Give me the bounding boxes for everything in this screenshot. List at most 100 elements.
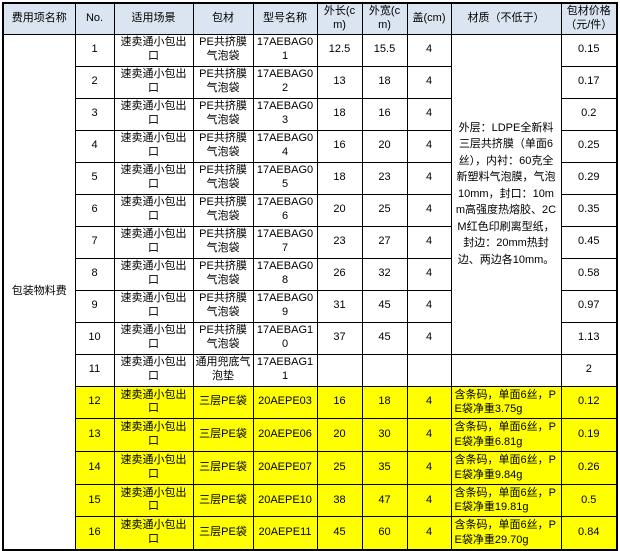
cell-packaging[interactable]: 三层PE袋 xyxy=(192,418,254,452)
material-spec-merged-cell[interactable]: 外层：LDPE全新料三层共挤膜（单面6丝），内衬：60克全新塑料气泡膜，气泡10… xyxy=(450,33,562,355)
cell-scene[interactable]: 速卖通小包出口 xyxy=(113,65,194,99)
cell-width[interactable]: 15.5 xyxy=(361,33,408,67)
cell-width[interactable]: 18 xyxy=(361,65,408,99)
cell-model[interactable]: 17AEBAG01 xyxy=(252,33,318,67)
header-model[interactable]: 型号名称 xyxy=(252,2,318,35)
cell-cover[interactable]: 4 xyxy=(406,418,452,452)
cell-cover[interactable]: 4 xyxy=(406,483,452,518)
cell-model[interactable]: 20AEPE11 xyxy=(252,516,318,551)
cell-price[interactable]: 0.25 xyxy=(560,129,618,163)
cell-model[interactable]: 17AEBAG02 xyxy=(252,65,318,99)
header-scene[interactable]: 适用场景 xyxy=(113,2,194,35)
cell-no[interactable]: 3 xyxy=(74,97,115,131)
cell-cover[interactable]: 4 xyxy=(406,97,452,131)
cell-scene[interactable]: 速卖通小包出口 xyxy=(113,257,194,291)
cell-length[interactable]: 16 xyxy=(316,129,363,163)
cell-no[interactable]: 16 xyxy=(74,516,115,551)
cell-model[interactable]: 20AEPE07 xyxy=(252,450,318,485)
header-price[interactable]: 包材价格（元/件） xyxy=(560,2,618,35)
cell-packaging[interactable]: PE共挤膜气泡袋 xyxy=(192,33,254,67)
cell-material-spec[interactable]: 含条码，单面6丝，PE袋净重6.81g xyxy=(450,418,562,452)
cell-length[interactable]: 23 xyxy=(316,225,363,259)
cell-model[interactable]: 17AEBAG03 xyxy=(252,97,318,131)
cell-material-spec[interactable]: 含条码，单面6丝，PE袋净重19.81g xyxy=(450,483,562,518)
cell-cover[interactable]: 4 xyxy=(406,257,452,291)
cell-scene[interactable]: 速卖通小包出口 xyxy=(113,450,194,485)
cell-model[interactable]: 17AEBAG07 xyxy=(252,225,318,259)
cell-model[interactable]: 17AEBAG04 xyxy=(252,129,318,163)
cell-price[interactable]: 0.29 xyxy=(560,161,618,195)
cell-length[interactable]: 45 xyxy=(316,516,363,551)
cell-cover[interactable]: 4 xyxy=(406,129,452,163)
cell-scene[interactable]: 速卖通小包出口 xyxy=(113,129,194,163)
cell-scene[interactable]: 速卖通小包出口 xyxy=(113,321,194,355)
cell-length[interactable]: 20 xyxy=(316,418,363,452)
cell-width[interactable]: 60 xyxy=(361,516,408,551)
cell-cover[interactable]: 4 xyxy=(406,385,452,420)
header-outer-width[interactable]: 外宽(cm) xyxy=(361,2,408,35)
cell-length[interactable]: 31 xyxy=(316,289,363,323)
cell-length[interactable]: 37 xyxy=(316,321,363,355)
cell-price[interactable]: 0.58 xyxy=(560,257,618,291)
cell-model[interactable]: 20AEPE10 xyxy=(252,483,318,518)
cell-price[interactable]: 0.19 xyxy=(560,418,618,452)
cell-cover[interactable]: 4 xyxy=(406,450,452,485)
cell-cover[interactable] xyxy=(406,353,452,387)
cell-length[interactable]: 38 xyxy=(316,483,363,518)
cell-material-spec[interactable] xyxy=(450,353,562,387)
cell-packaging[interactable]: PE共挤膜气泡袋 xyxy=(192,289,254,323)
cell-length[interactable]: 13 xyxy=(316,65,363,99)
cell-width[interactable]: 16 xyxy=(361,97,408,131)
cell-model[interactable]: 17AEBAG08 xyxy=(252,257,318,291)
cell-price[interactable]: 0.97 xyxy=(560,289,618,323)
cell-scene[interactable]: 速卖通小包出口 xyxy=(113,289,194,323)
cell-no[interactable]: 10 xyxy=(74,321,115,355)
cell-no[interactable]: 1 xyxy=(74,33,115,67)
cell-price[interactable]: 1.13 xyxy=(560,321,618,355)
cell-no[interactable]: 14 xyxy=(74,450,115,485)
cell-width[interactable]: 45 xyxy=(361,289,408,323)
cell-cover[interactable]: 4 xyxy=(406,225,452,259)
cell-length[interactable]: 20 xyxy=(316,193,363,227)
cell-packaging[interactable]: PE共挤膜气泡袋 xyxy=(192,161,254,195)
cell-model[interactable]: 17AEBAG06 xyxy=(252,193,318,227)
cell-material-spec[interactable]: 含条码，单面6丝，PE袋净重29.70g xyxy=(450,516,562,551)
cell-length[interactable]: 25 xyxy=(316,450,363,485)
cell-price[interactable]: 2 xyxy=(560,353,618,387)
header-no[interactable]: No. xyxy=(74,2,115,35)
cell-price[interactable]: 0.12 xyxy=(560,385,618,420)
cell-length[interactable]: 16 xyxy=(316,385,363,420)
cell-scene[interactable]: 速卖通小包出口 xyxy=(113,418,194,452)
cell-scene[interactable]: 速卖通小包出口 xyxy=(113,33,194,67)
cell-width[interactable]: 20 xyxy=(361,129,408,163)
cell-width[interactable]: 27 xyxy=(361,225,408,259)
cell-material-spec[interactable]: 含条码，单面6丝，PE袋净重3.75g xyxy=(450,385,562,420)
cell-width[interactable]: 45 xyxy=(361,321,408,355)
cell-length[interactable]: 26 xyxy=(316,257,363,291)
cell-no[interactable]: 7 xyxy=(74,225,115,259)
cell-packaging[interactable]: PE共挤膜气泡袋 xyxy=(192,225,254,259)
cell-width[interactable]: 32 xyxy=(361,257,408,291)
cell-price[interactable]: 0.45 xyxy=(560,225,618,259)
cell-scene[interactable]: 速卖通小包出口 xyxy=(113,97,194,131)
cell-scene[interactable]: 速卖通小包出口 xyxy=(113,353,194,387)
cell-packaging[interactable]: PE共挤膜气泡袋 xyxy=(192,97,254,131)
fee-category-cell[interactable]: 包装物料费 xyxy=(2,33,76,551)
cell-packaging[interactable]: PE共挤膜气泡袋 xyxy=(192,65,254,99)
cell-no[interactable]: 5 xyxy=(74,161,115,195)
cell-no[interactable]: 2 xyxy=(74,65,115,99)
cell-scene[interactable]: 速卖通小包出口 xyxy=(113,161,194,195)
cell-model[interactable]: 20AEPE03 xyxy=(252,385,318,420)
cell-packaging[interactable]: 三层PE袋 xyxy=(192,516,254,551)
cell-price[interactable]: 0.2 xyxy=(560,97,618,131)
cell-length[interactable] xyxy=(316,353,363,387)
cell-scene[interactable]: 速卖通小包出口 xyxy=(113,483,194,518)
header-material[interactable]: 材质（不低于） xyxy=(450,2,562,35)
cell-no[interactable]: 4 xyxy=(74,129,115,163)
cell-packaging[interactable]: 通用兜底气泡垫 xyxy=(192,353,254,387)
cell-model[interactable]: 17AEBAG11 xyxy=(252,353,318,387)
cell-no[interactable]: 12 xyxy=(74,385,115,420)
cell-scene[interactable]: 速卖通小包出口 xyxy=(113,385,194,420)
cell-width[interactable] xyxy=(361,353,408,387)
cell-packaging[interactable]: 三层PE袋 xyxy=(192,385,254,420)
